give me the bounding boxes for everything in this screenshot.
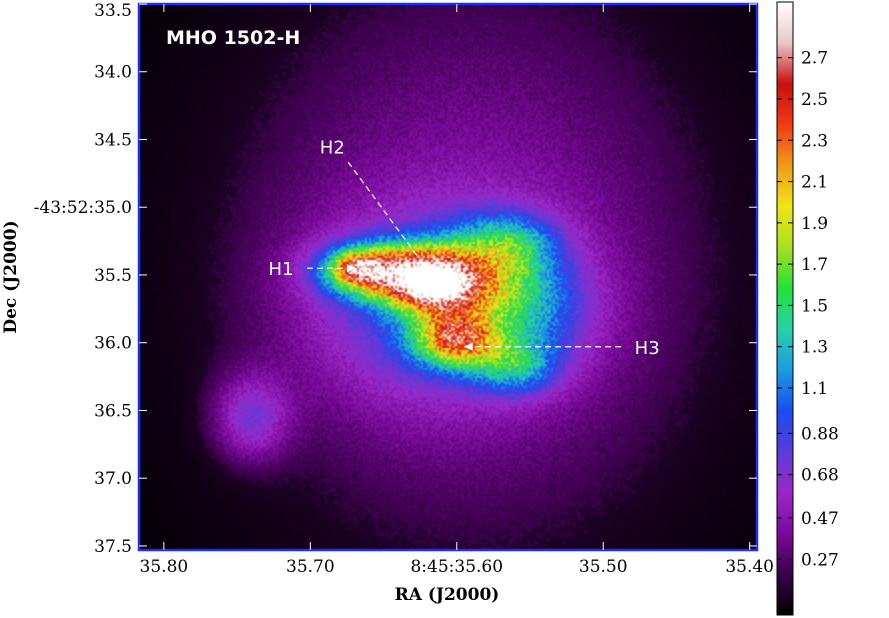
y-tick-labels: 33.5 34.0 34.5 -43:52:35.0 35.5 36.0 36.5 37.0 3… [34, 1, 132, 557]
colorbar-tick-label: 1.7 [801, 255, 828, 275]
y-tick-label: 35.5 [94, 266, 132, 286]
plot-area: H1 H2 H3 MHO 1502-H [137, 2, 759, 552]
colorbar-tick-label: 2.1 [801, 173, 828, 193]
source-arrowhead [347, 264, 357, 273]
colorbar-tick-label: 0.27 [801, 550, 839, 570]
y-tick-label: 36.0 [94, 334, 132, 354]
colorbar: 2.7 2.5 2.3 2.1 1.9 1.7 1.5 1.3 1.1 0.88 0.68 0.47 0… [776, 1, 839, 616]
intensity-heatmap [139, 4, 757, 550]
source-arrowhead [422, 264, 431, 275]
colorbar-tick-label: 0.47 [801, 509, 839, 529]
y-tick-label: -43:52:35.0 [34, 198, 132, 218]
source-arrow [347, 161, 432, 275]
y-tick-label: 33.5 [94, 1, 132, 21]
x-tick-label: 35.80 [140, 557, 189, 577]
y-axis-title: Dec (J2000) [1, 220, 21, 333]
colorbar-tick-label: 1.1 [801, 379, 828, 399]
colorbar-tick-label: 0.68 [801, 466, 839, 486]
colorbar-tick-label: 0.88 [801, 424, 839, 444]
colorbar-tick-marks [777, 57, 793, 560]
x-tick-marks [163, 4, 751, 550]
y-tick-label: 34.5 [94, 130, 132, 150]
source-label: H2 [320, 137, 345, 158]
x-tick-labels: 35.80 35.70 8:45:35.60 35.50 35.40 [140, 557, 774, 577]
y-tick-label: 37.0 [94, 469, 132, 489]
source-label: H3 [635, 338, 660, 359]
y-tick-marks [139, 3, 757, 547]
plot-title: MHO 1502-H [166, 27, 300, 49]
colorbar-frame [776, 1, 794, 616]
y-tick-label: 34.0 [94, 63, 132, 83]
plot-frame [137, 2, 759, 552]
colorbar-tick-labels: 2.7 2.5 2.3 2.1 1.9 1.7 1.5 1.3 1.1 0.88 0.68 0.47 0… [801, 49, 839, 571]
colorbar-tick-label: 2.3 [801, 131, 828, 151]
x-tick-label: 35.50 [579, 557, 628, 577]
y-tick-label: 36.5 [94, 401, 132, 421]
source-arrowhead [463, 342, 473, 351]
colorbar-tick-label: 2.7 [801, 49, 828, 69]
x-tick-label: 35.70 [286, 557, 335, 577]
colorbar-tick-label: 1.3 [801, 338, 828, 358]
y-tick-label: 37.5 [94, 537, 132, 557]
colorbar-tick-label: 1.9 [801, 214, 828, 234]
colorbar-tick-label: 1.5 [801, 296, 828, 316]
annotation-layer: H1 H2 H3 [269, 137, 660, 359]
colorbar-gradient [777, 2, 793, 615]
colorbar-tick-label: 2.5 [801, 90, 828, 110]
x-tick-label: 35.40 [725, 557, 774, 577]
x-axis-title: RA (J2000) [395, 585, 500, 605]
x-tick-label: 8:45:35.60 [410, 557, 503, 577]
source-label: H1 [269, 259, 294, 280]
